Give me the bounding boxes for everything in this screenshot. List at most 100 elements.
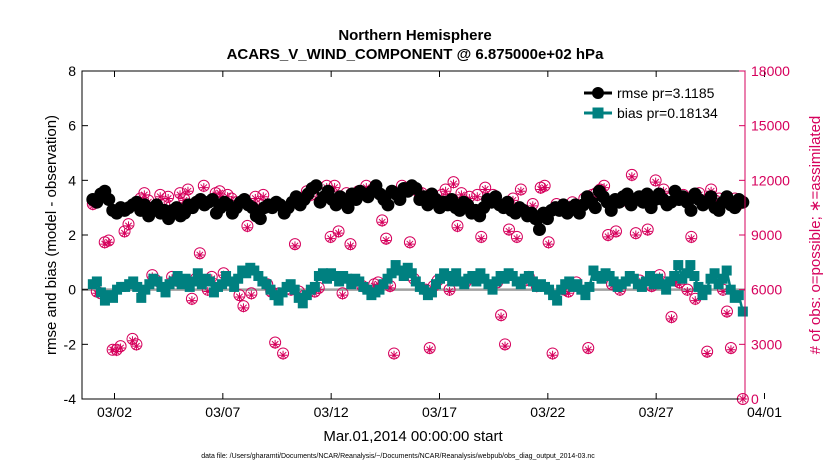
obs-assimilated-point — [116, 343, 126, 353]
bias-point — [204, 276, 215, 287]
bias-point — [665, 276, 676, 287]
x-axis-label: Mar.01,2014 00:00:00 start — [323, 428, 503, 445]
bias-point — [693, 281, 704, 292]
obs-assimilated-point — [456, 190, 466, 200]
bias-point — [713, 279, 724, 290]
bias-point — [523, 271, 534, 281]
y-tick-label-right: 15000 — [751, 118, 790, 134]
bias-point — [564, 276, 575, 287]
bias-point — [640, 276, 651, 287]
bias-point — [697, 290, 708, 301]
rmse-point — [102, 192, 116, 206]
bias-point — [221, 271, 232, 281]
bias-point — [426, 287, 437, 298]
y-axis-label-left: rmse and bias (model - observation) — [43, 115, 60, 355]
bias-point — [160, 287, 171, 298]
bias-point — [108, 292, 119, 303]
obs-assimilated-point — [131, 341, 141, 351]
bias-point — [334, 276, 345, 287]
bias-point — [330, 271, 341, 281]
obs-assimilated-point — [722, 308, 732, 318]
obs-assimilated-point — [112, 347, 122, 357]
y-tick-label-left: 8 — [68, 63, 76, 79]
bias-point — [661, 284, 672, 295]
bias-point — [447, 276, 458, 287]
obs-assimilated-point — [674, 279, 684, 289]
bias-point — [382, 273, 393, 284]
rmse-point — [253, 212, 267, 226]
bias-point — [701, 284, 712, 295]
obs-assimilated-point — [631, 230, 641, 240]
obs-assimilated-point — [238, 303, 248, 313]
bias-point — [406, 268, 417, 279]
bias-point — [261, 279, 272, 290]
bias-point — [653, 273, 664, 284]
obs-assimilated-point — [250, 194, 260, 204]
bias-point — [515, 279, 526, 290]
bias-point — [681, 268, 692, 279]
obs-assimilated-point — [100, 239, 110, 249]
obs-assimilated-point — [512, 234, 522, 244]
bias-point — [269, 290, 280, 301]
obs-assimilated-point — [718, 286, 728, 296]
bias-point — [144, 279, 155, 290]
y-tick-label-right: 6000 — [751, 282, 782, 298]
bias-point — [544, 284, 555, 295]
bias-point — [443, 271, 454, 281]
obs-assimilated-point — [242, 223, 252, 233]
x-tick-label: 03/02 — [97, 404, 132, 420]
bias-point — [273, 295, 284, 306]
bias-point — [580, 290, 591, 301]
obs-assimilated-point — [373, 279, 383, 289]
bias-point — [188, 276, 199, 287]
bias-point — [721, 265, 732, 276]
obs-assimilated-point — [330, 183, 340, 193]
bias-point — [705, 273, 716, 284]
rmse-point — [704, 190, 718, 204]
obs-assimilated-point — [381, 235, 391, 245]
obs-assimilated-point — [127, 336, 137, 346]
obs-assimilated-point — [270, 339, 280, 349]
obs-assimilated-point — [611, 228, 621, 238]
bias-point — [95, 287, 106, 298]
rmse-point — [588, 201, 602, 215]
bias-point — [196, 279, 207, 290]
y-tick-label-right: 18000 — [751, 63, 790, 79]
bias-point — [418, 284, 429, 295]
bias-point — [677, 273, 688, 284]
bias-point — [556, 284, 567, 295]
bias-point — [628, 273, 639, 284]
obs-assimilated-point — [643, 226, 653, 236]
legend-bias-marker — [592, 107, 604, 119]
bias-point — [410, 276, 421, 287]
x-tick-label: 03/07 — [205, 404, 240, 420]
bias-point — [499, 273, 510, 284]
obs-assimilated-point — [726, 345, 736, 355]
bias-point — [321, 273, 332, 284]
bias-point — [362, 284, 373, 295]
obs-assimilated-point — [536, 184, 546, 194]
bias-point — [192, 268, 203, 279]
obs-assimilated-point — [195, 250, 205, 260]
bias-point — [608, 276, 619, 287]
bias-point — [301, 290, 312, 301]
bias-point — [552, 295, 563, 306]
obs-assimilated-point — [445, 286, 455, 296]
data-file-footnote: data file: /Users/gharamti/Documents/NCA… — [201, 453, 595, 460]
y-tick-label-right: 3000 — [751, 336, 782, 352]
bias-point — [548, 290, 559, 301]
obs-assimilated-point — [108, 345, 118, 355]
bias-point — [249, 265, 260, 276]
obs-assimilated-point — [480, 184, 490, 194]
obs-assimilated-point — [124, 221, 133, 231]
bias-point — [317, 268, 328, 279]
bias-point — [487, 284, 498, 295]
bias-point — [717, 273, 728, 284]
bias-point — [297, 298, 308, 309]
obs-assimilated-point — [104, 237, 114, 247]
obs-assimilated-point — [175, 190, 185, 200]
obs-assimilated-point — [464, 194, 474, 204]
bias-point — [136, 292, 147, 303]
rmse-point — [393, 192, 407, 206]
